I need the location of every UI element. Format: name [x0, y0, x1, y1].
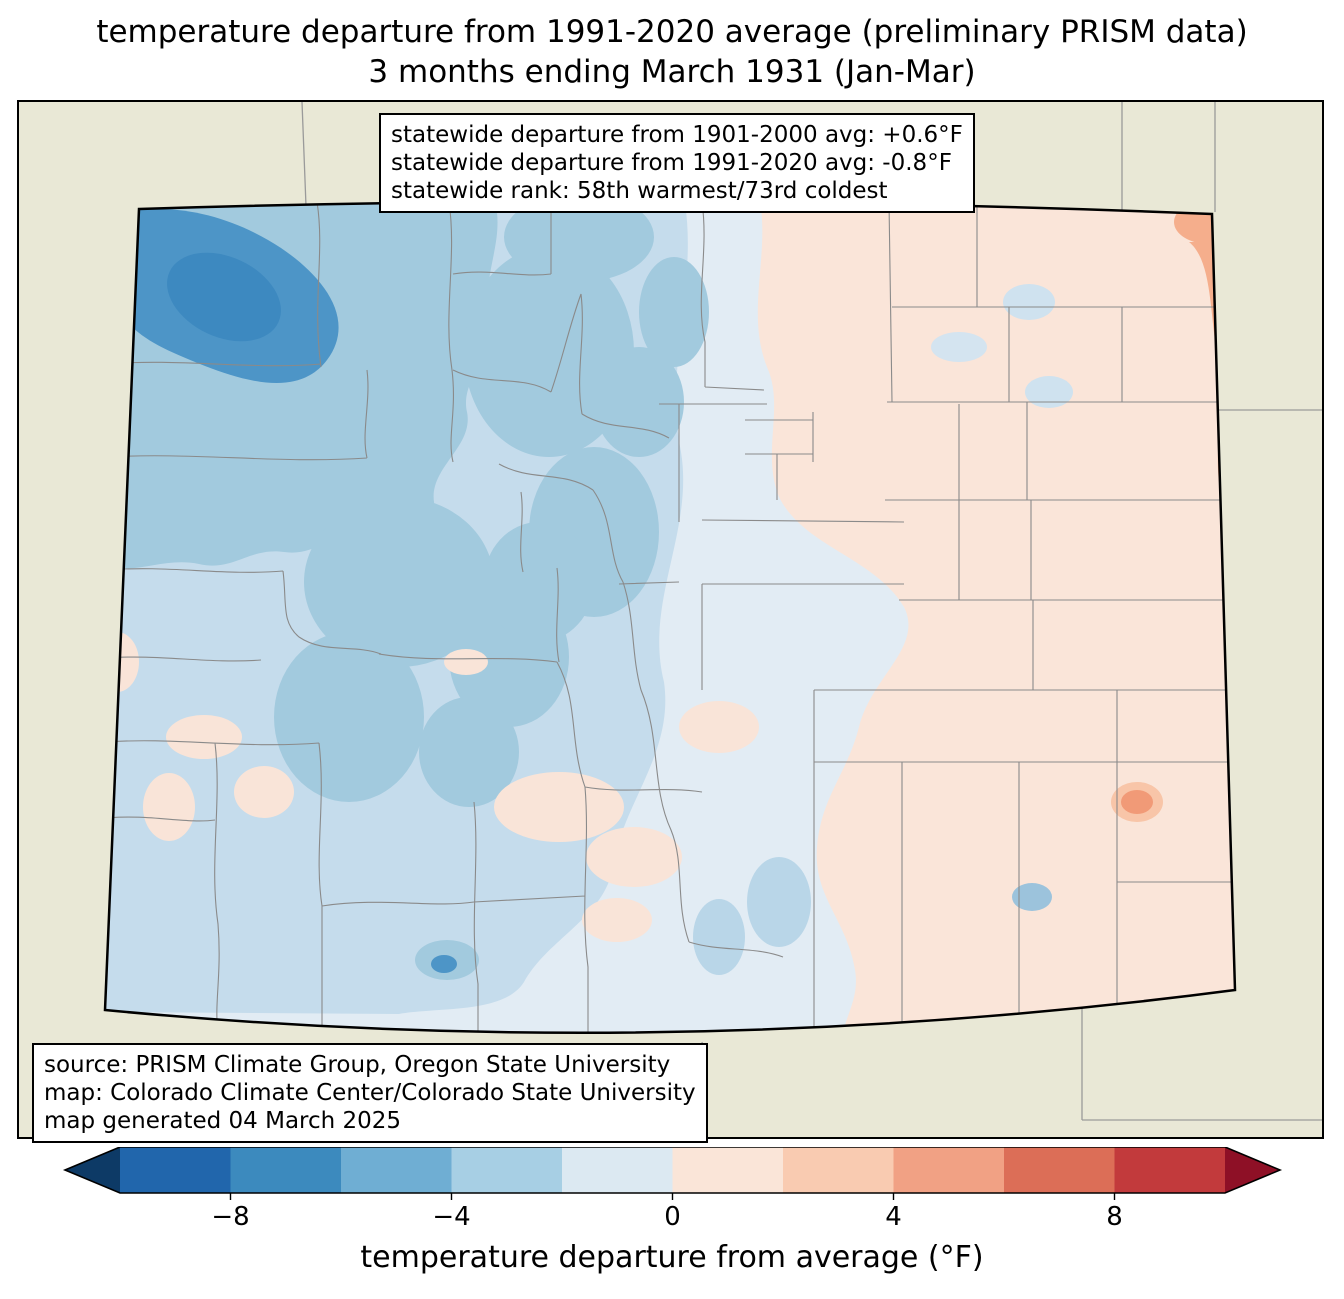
colorbar-segment: [562, 1147, 673, 1193]
map-axes: statewide departure from 1901-2000 avg: …: [17, 100, 1324, 1143]
plains-blue-blobs: [693, 284, 1073, 975]
colorbar-tick-label: 8: [1106, 1202, 1123, 1232]
colorbar-left-arrow: [65, 1147, 120, 1193]
stats-box: statewide departure from 1901-2000 avg: …: [379, 113, 975, 213]
colorbar-tick-label: −8: [211, 1202, 250, 1232]
colorbar-tick-label: 4: [885, 1202, 902, 1232]
colorbar-outline: [62, 1147, 1283, 1194]
colorbar: [62, 1147, 1283, 1200]
colorbar-segment: [451, 1147, 562, 1193]
source-line-1: source: PRISM Climate Group, Oregon Stat…: [44, 1052, 671, 1078]
west-pink-patches: [105, 632, 759, 942]
temperature-fill-regions: [105, 201, 1235, 1033]
medium-blue-region: [105, 201, 709, 980]
figure-title: temperature departure from 1991-2020 ave…: [0, 12, 1344, 92]
colorbar-right-arrow: [1225, 1147, 1280, 1193]
source-box: source: PRISM Climate Group, Oregon Stat…: [32, 1043, 708, 1143]
colorbar-tick-label: −4: [432, 1202, 471, 1232]
source-line-2: map: Colorado Climate Center/Colorado St…: [44, 1080, 696, 1106]
figure-title-line2: 3 months ending March 1931 (Jan-Mar): [368, 54, 976, 90]
stats-line-2: statewide departure from 1991-2020 avg: …: [391, 150, 952, 176]
colorbar-segment: [783, 1147, 894, 1193]
east-pink-region: [757, 201, 1235, 1033]
colorbar-segment: [1004, 1147, 1115, 1193]
dark-blue-core: [167, 252, 281, 342]
colorbar-segment: [893, 1147, 1004, 1193]
figure-title-line1: temperature departure from 1991-2020 ave…: [96, 14, 1248, 50]
colorbar-tick-marks: [229, 1193, 1116, 1200]
stats-line-3: statewide rank: 58th warmest/73rd coldes…: [391, 178, 888, 204]
south-dark-blue-spot: [431, 955, 457, 973]
colorbar-segment: [230, 1147, 341, 1193]
colorado-map-svg: [19, 102, 1322, 1137]
source-line-3: map generated 04 March 2025: [44, 1108, 402, 1134]
colorbar-segment: [1114, 1147, 1225, 1193]
colorbar-tick-label: 0: [664, 1202, 681, 1232]
county-borders: [106, 201, 1235, 1033]
colorbar-segment: [120, 1147, 231, 1193]
colorbar-segment: [672, 1147, 783, 1193]
colorbar-segment: [341, 1147, 452, 1193]
colorbar-axis-label: temperature departure from average (°F): [360, 1240, 984, 1275]
neighbor-state-borders: [301, 102, 1322, 1137]
stats-line-1: statewide departure from 1901-2000 avg: …: [391, 122, 963, 148]
colorbar-tick-labels: −8 −4 0 4 8: [0, 1202, 1344, 1236]
